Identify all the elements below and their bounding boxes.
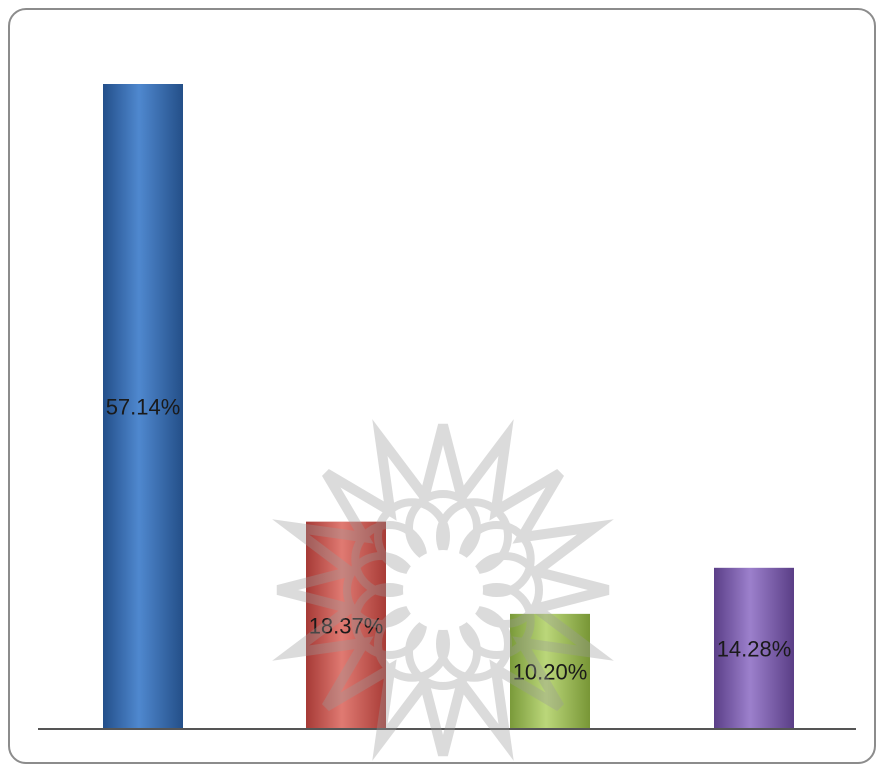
- watermark-center: [403, 550, 483, 630]
- bar-1: [103, 84, 183, 729]
- watermark-ring: [458, 521, 535, 597]
- watermark-ring: [405, 490, 481, 566]
- watermark-ring: [343, 552, 419, 628]
- bar-value-label-4: 14.28%: [717, 636, 792, 661]
- bar-2: [306, 521, 386, 729]
- watermark-ring: [351, 583, 428, 659]
- watermark-ring: [436, 605, 512, 682]
- watermark-ring: [374, 498, 450, 575]
- watermark-ring: [374, 605, 450, 682]
- watermark-star-outline: [272, 419, 614, 761]
- watermark-ring: [436, 498, 512, 575]
- bar-3: [510, 613, 590, 729]
- watermark-ring: [467, 552, 543, 628]
- bar-value-label-3: 10.20%: [513, 659, 588, 684]
- watermark-ring: [458, 583, 535, 659]
- bar-value-label-1: 57.14%: [106, 395, 181, 420]
- watermark-emblem: [272, 419, 614, 761]
- watermark-ring: [351, 521, 428, 597]
- bar-4: [714, 567, 794, 729]
- watermark-ring: [405, 614, 481, 690]
- bar-value-label-2: 18.37%: [309, 613, 384, 638]
